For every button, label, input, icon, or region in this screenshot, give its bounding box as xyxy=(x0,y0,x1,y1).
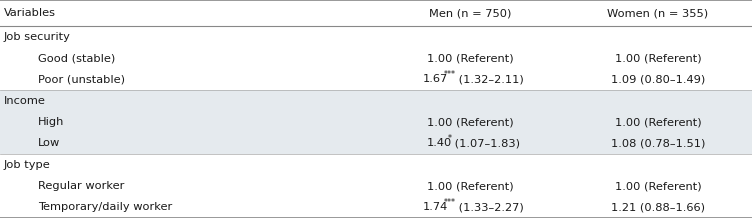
Text: Temporary/daily worker: Temporary/daily worker xyxy=(38,202,172,212)
Text: 1.00 (Referent): 1.00 (Referent) xyxy=(614,117,702,127)
Text: Poor (unstable): Poor (unstable) xyxy=(38,75,125,84)
Bar xyxy=(0,26,752,48)
Bar xyxy=(0,69,752,90)
Text: (1.33–2.27): (1.33–2.27) xyxy=(455,202,523,212)
Text: Men (n = 750): Men (n = 750) xyxy=(429,8,511,18)
Text: Job security: Job security xyxy=(4,32,71,42)
Bar xyxy=(0,111,752,133)
Text: 1.67: 1.67 xyxy=(423,75,448,84)
Text: Job type: Job type xyxy=(4,160,50,170)
Text: *: * xyxy=(447,134,451,143)
Text: High: High xyxy=(38,117,64,127)
Text: Good (stable): Good (stable) xyxy=(38,53,115,63)
Text: 1.00 (Referent): 1.00 (Referent) xyxy=(614,181,702,191)
Text: Women (n = 355): Women (n = 355) xyxy=(608,8,708,18)
Text: 1.09 (0.80–1.49): 1.09 (0.80–1.49) xyxy=(611,75,705,84)
Text: 1.08 (0.78–1.51): 1.08 (0.78–1.51) xyxy=(611,138,705,148)
Text: 1.00 (Referent): 1.00 (Referent) xyxy=(426,181,514,191)
Bar xyxy=(0,48,752,69)
Text: 1.74: 1.74 xyxy=(423,202,448,212)
Bar xyxy=(0,175,752,197)
Text: 1.00 (Referent): 1.00 (Referent) xyxy=(426,117,514,127)
Bar xyxy=(0,197,752,218)
Text: Income: Income xyxy=(4,96,46,106)
Bar xyxy=(0,133,752,154)
Text: 1.00 (Referent): 1.00 (Referent) xyxy=(614,53,702,63)
Text: ***: *** xyxy=(444,70,456,79)
Bar xyxy=(0,154,752,175)
Text: Low: Low xyxy=(38,138,60,148)
Text: 1.40: 1.40 xyxy=(426,138,452,148)
Text: 1.00 (Referent): 1.00 (Referent) xyxy=(426,53,514,63)
Bar xyxy=(0,90,752,111)
Text: (1.32–2.11): (1.32–2.11) xyxy=(455,75,523,84)
Text: Regular worker: Regular worker xyxy=(38,181,124,191)
Text: 1.21 (0.88–1.66): 1.21 (0.88–1.66) xyxy=(611,202,705,212)
Text: ***: *** xyxy=(444,198,456,207)
Text: (1.07–1.83): (1.07–1.83) xyxy=(451,138,520,148)
Text: Variables: Variables xyxy=(4,8,56,18)
